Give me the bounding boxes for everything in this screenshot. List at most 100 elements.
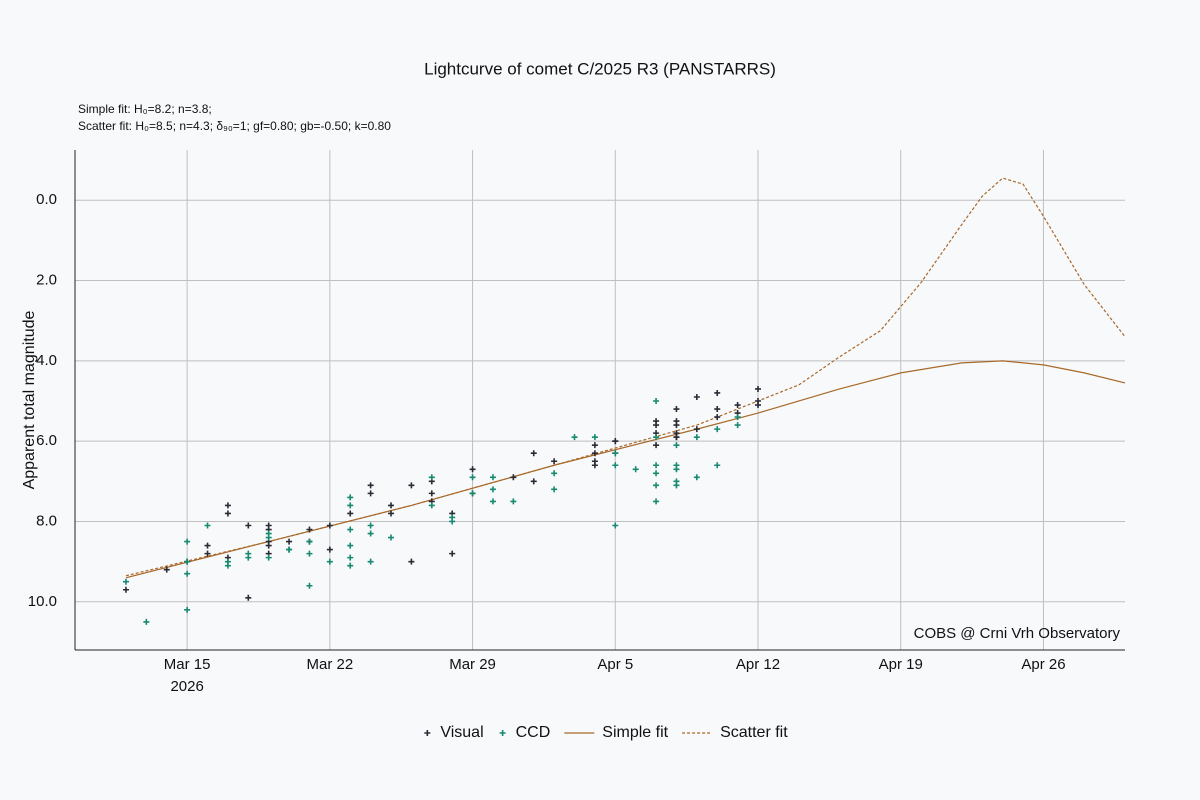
annotation: Simple fit: H₀=8.2; n=3.8; bbox=[78, 102, 212, 116]
data-point bbox=[367, 482, 374, 489]
data-point bbox=[449, 550, 456, 557]
fit-line bbox=[125, 360, 1126, 579]
x-tick-label: Apr 26 bbox=[1021, 656, 1065, 673]
fit-line bbox=[125, 177, 1126, 577]
x-tick-label: Apr 12 bbox=[736, 656, 780, 673]
data-point bbox=[388, 534, 395, 541]
y-tick-label: 4.0 bbox=[36, 352, 57, 369]
data-point bbox=[510, 498, 517, 505]
data-point bbox=[326, 546, 333, 553]
data-point bbox=[347, 542, 354, 549]
data-point bbox=[449, 514, 456, 521]
data-point bbox=[612, 450, 619, 457]
chart-title: Lightcurve of comet C/2025 R3 (PANSTARRS… bbox=[424, 59, 776, 78]
legend-label: Simple fit bbox=[602, 724, 668, 741]
data-point bbox=[184, 558, 191, 565]
data-point bbox=[612, 522, 619, 529]
legend-label: Visual bbox=[440, 724, 483, 741]
data-point bbox=[122, 586, 129, 593]
data-point bbox=[388, 510, 395, 517]
data-point bbox=[265, 534, 272, 541]
data-point bbox=[347, 502, 354, 509]
data-point bbox=[755, 402, 762, 409]
data-point bbox=[265, 542, 272, 549]
x-tick-label: Mar 29 bbox=[449, 656, 496, 673]
data-point bbox=[326, 558, 333, 565]
data-point bbox=[714, 462, 721, 469]
x-tick-label: Mar 22 bbox=[307, 656, 354, 673]
data-point bbox=[428, 474, 435, 481]
data-point bbox=[224, 510, 231, 517]
data-point bbox=[612, 462, 619, 469]
data-point bbox=[693, 474, 700, 481]
data-point bbox=[673, 418, 680, 425]
data-point bbox=[204, 550, 211, 557]
data-point bbox=[408, 482, 415, 489]
data-point bbox=[489, 474, 496, 481]
legend-swatch bbox=[499, 730, 506, 736]
data-point bbox=[265, 554, 272, 561]
data-point bbox=[653, 470, 660, 477]
data-point bbox=[591, 450, 598, 457]
data-point bbox=[714, 389, 721, 396]
data-point bbox=[653, 434, 660, 441]
data-point bbox=[306, 526, 313, 533]
data-point bbox=[673, 442, 680, 449]
y-tick-label: 2.0 bbox=[36, 271, 57, 288]
data-point bbox=[653, 442, 660, 449]
data-point bbox=[591, 442, 598, 449]
y-tick-label: 6.0 bbox=[36, 432, 57, 449]
data-point bbox=[347, 510, 354, 517]
data-point bbox=[673, 434, 680, 441]
data-point bbox=[469, 490, 476, 497]
data-point bbox=[734, 414, 741, 421]
data-point bbox=[122, 578, 129, 585]
legend-label: Scatter fit bbox=[720, 724, 788, 741]
data-point bbox=[714, 414, 721, 421]
data-point bbox=[612, 438, 619, 445]
data-point bbox=[530, 450, 537, 457]
data-point bbox=[510, 474, 517, 481]
data-point bbox=[653, 498, 660, 505]
data-point bbox=[224, 562, 231, 569]
x-year-label: 2026 bbox=[170, 678, 203, 695]
data-point bbox=[428, 502, 435, 509]
data-point bbox=[204, 542, 211, 549]
data-point bbox=[306, 582, 313, 589]
data-point bbox=[286, 538, 293, 545]
data-point bbox=[245, 522, 252, 529]
data-point bbox=[347, 554, 354, 561]
legend-swatch bbox=[424, 730, 431, 736]
y-axis-label: Apparent total magnitude bbox=[21, 311, 38, 490]
data-point bbox=[428, 490, 435, 497]
data-point bbox=[653, 422, 660, 429]
data-point bbox=[673, 406, 680, 413]
data-point bbox=[184, 570, 191, 577]
data-point bbox=[714, 426, 721, 433]
data-point bbox=[204, 522, 211, 529]
data-point bbox=[347, 494, 354, 501]
data-point bbox=[693, 426, 700, 433]
data-point bbox=[367, 558, 374, 565]
annotation: Scatter fit: H₀=8.5; n=4.3; δ₉₀=1; gf=0.… bbox=[78, 119, 391, 133]
data-point bbox=[245, 554, 252, 561]
y-tick-label: 8.0 bbox=[36, 512, 57, 529]
data-point bbox=[163, 566, 170, 573]
watermark: COBS @ Crni Vrh Observatory bbox=[914, 625, 1121, 642]
y-tick-label: 10.0 bbox=[28, 593, 57, 610]
data-point bbox=[551, 458, 558, 465]
data-point bbox=[734, 422, 741, 429]
data-point bbox=[388, 502, 395, 509]
data-point bbox=[571, 434, 578, 441]
data-point bbox=[184, 606, 191, 613]
data-point bbox=[653, 398, 660, 405]
data-point bbox=[673, 466, 680, 473]
data-point bbox=[367, 530, 374, 537]
data-point bbox=[551, 486, 558, 493]
data-point bbox=[224, 502, 231, 509]
data-point bbox=[489, 486, 496, 493]
data-point bbox=[489, 498, 496, 505]
data-point bbox=[367, 522, 374, 529]
data-point bbox=[286, 546, 293, 553]
